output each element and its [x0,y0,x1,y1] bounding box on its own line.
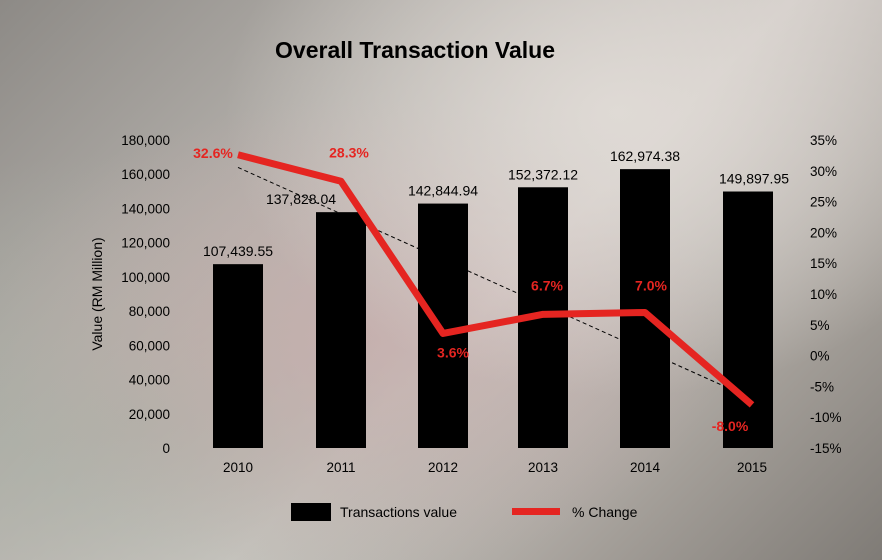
percent-data-label: 3.6% [437,344,469,360]
y-tick-label: 140,000 [121,201,170,216]
bar [213,264,263,448]
y-tick-label: 40,000 [129,373,170,388]
bar [418,203,468,448]
percent-data-label: 32.6% [193,145,233,161]
y2-tick-label: 35% [810,133,837,148]
y-tick-label: 100,000 [121,270,170,285]
percent-data-label: 6.7% [531,277,563,293]
legend-label-bars: Transactions value [340,504,457,520]
legend-swatch-line [512,508,560,515]
bar-data-label: 137,828.04 [266,191,336,207]
y-tick-label: 80,000 [129,304,170,319]
y-tick-label: 60,000 [129,338,170,353]
y2-tick-label: 25% [810,195,837,210]
trendline [237,167,755,401]
chart-title: Overall Transaction Value [275,37,555,63]
x-tick-label: 2015 [737,460,767,475]
percent-data-label: 7.0% [635,277,667,293]
x-tick-label: 2014 [630,460,661,475]
y-tick-label: 160,000 [121,167,170,182]
bar-data-label: 149,897.95 [719,171,789,187]
legend-label-line: % Change [572,504,638,520]
y2-tick-label: 30% [810,164,837,179]
y2-tick-label: 15% [810,256,837,271]
bar [723,191,773,449]
y2-tick-label: 0% [810,349,830,364]
bar-data-label: 107,439.55 [203,243,273,259]
y-tick-label: 0 [162,441,170,456]
y-tick-label: 20,000 [129,407,170,422]
bar [620,169,670,448]
y2-tick-label: -5% [810,379,834,394]
y2-tick-label: 10% [810,287,837,302]
x-tick-label: 2010 [223,460,253,475]
percent-data-label: 28.3% [329,144,369,160]
x-tick-label: 2013 [528,460,558,475]
y2-tick-label: 20% [810,225,837,240]
bar-data-label: 142,844.94 [408,183,478,199]
y2-tick-label: -10% [810,410,842,425]
percent-change-line [237,151,755,408]
x-tick-label: 2012 [428,460,458,475]
legend: Transactions value % Change [291,503,638,521]
y2-tick-label: 5% [810,318,830,333]
bar-data-label: 162,974.38 [610,148,680,164]
y-tick-label: 120,000 [121,236,170,251]
x-tick-label: 2011 [326,460,355,475]
bar-data-label: 152,372.12 [508,166,578,182]
bar [316,212,366,448]
legend-swatch-bars [291,503,331,521]
y2-tick-label: -15% [810,441,842,456]
y-axis-label: Value (RM Million) [89,237,105,350]
percent-data-label: -8.0% [712,418,749,434]
y-tick-label: 180,000 [121,133,170,148]
